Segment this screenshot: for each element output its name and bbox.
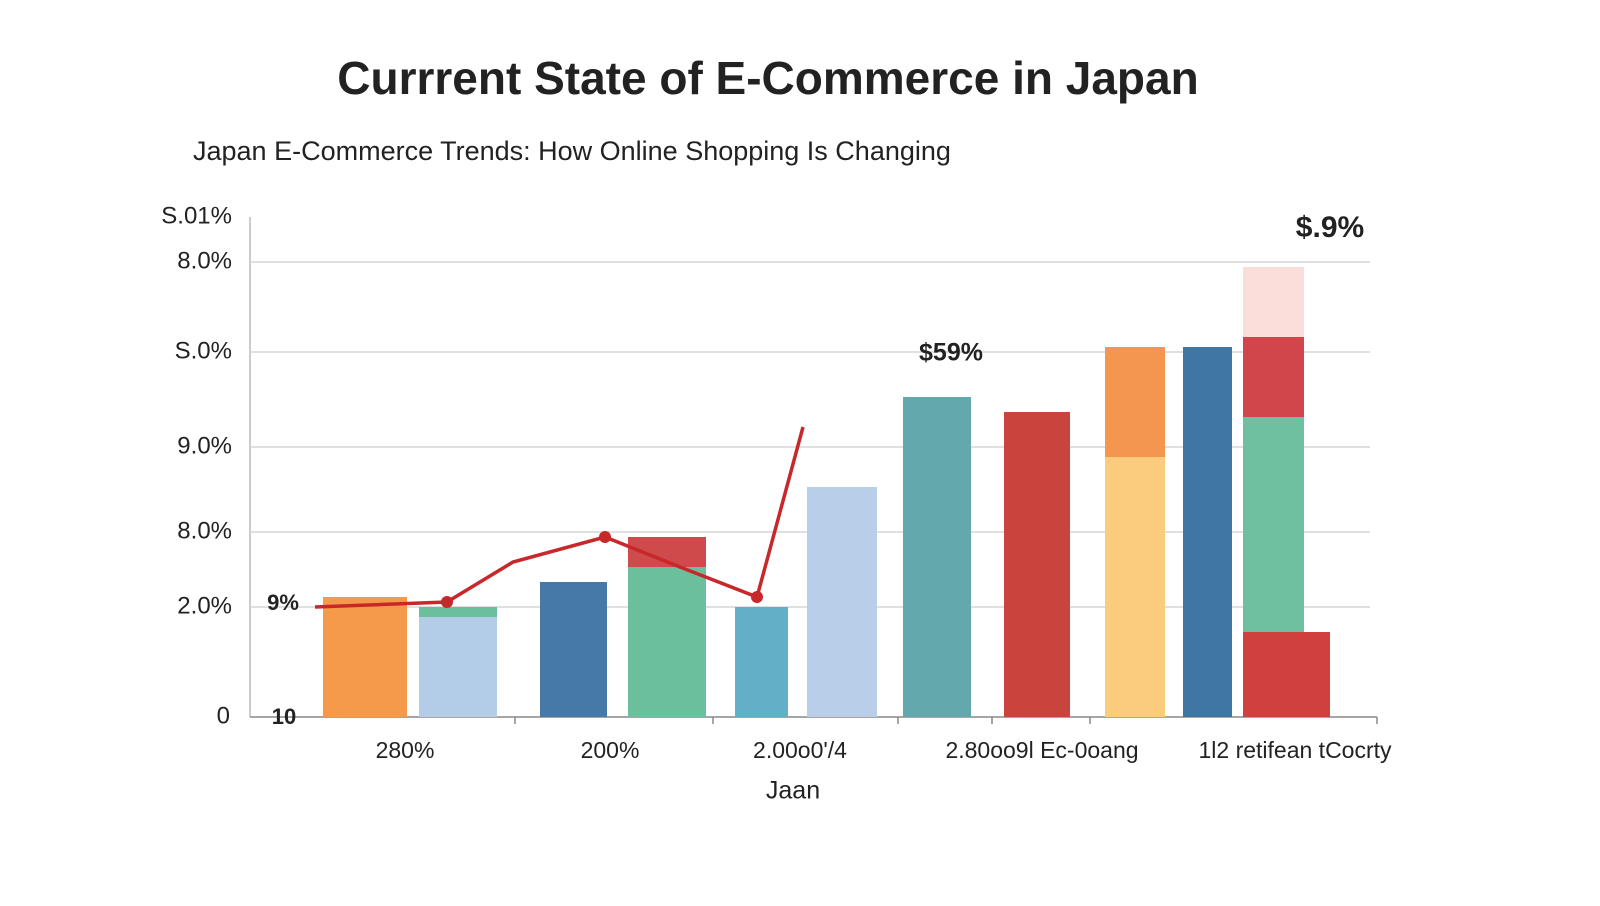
bar-segment <box>1243 417 1304 632</box>
bar-segment <box>807 487 877 717</box>
x-tick-label: 280% <box>376 737 435 763</box>
y-tick-label: 8.0% <box>177 517 232 544</box>
y-tick-label: 9.0% <box>177 432 232 459</box>
chart-title: Currrent State of E-Commerce in Japan <box>337 52 1198 104</box>
bar-segment <box>1004 412 1070 717</box>
bar-segment <box>1105 347 1165 457</box>
bar-segment <box>323 597 407 717</box>
x-tick-label: 2.80oo9l Ec-0oang <box>945 737 1138 763</box>
bar-segment <box>1243 632 1330 717</box>
chart-subtitle: Japan E-Commerce Trends: How Online Shop… <box>193 136 951 166</box>
y-tick-label: 0 <box>217 702 230 729</box>
bar-segment <box>1105 457 1165 717</box>
annotation: $59% <box>919 339 983 367</box>
x-axis-title: Jaan <box>766 777 820 805</box>
bar-segment <box>1243 337 1304 417</box>
x-tick-label: 1l2 retifean tCocrty <box>1198 737 1392 763</box>
x-tick-label: 2.00o0'/4 <box>753 737 847 763</box>
y-tick-label: 2.0% <box>177 592 232 619</box>
y-tick-label: S.0% <box>175 337 232 364</box>
x-tick-label: 200% <box>581 737 640 763</box>
bar-segment <box>419 617 497 717</box>
y-tick-label: 8.0% <box>177 247 232 274</box>
bar-segment <box>1243 267 1304 337</box>
annotation: 9% <box>267 590 299 615</box>
bar-segment <box>419 607 497 617</box>
y-tick-label: S.01% <box>161 202 232 229</box>
trend-marker <box>751 591 763 603</box>
bar-segment <box>628 567 706 717</box>
bar-segment <box>735 607 788 717</box>
trend-marker <box>441 596 453 608</box>
bar-segment <box>540 582 607 717</box>
annotation: $.9% <box>1296 211 1364 244</box>
trend-marker <box>599 531 611 543</box>
annotation: 10 <box>272 704 296 729</box>
bar-segment <box>1183 347 1232 717</box>
bar-segment <box>903 397 971 717</box>
